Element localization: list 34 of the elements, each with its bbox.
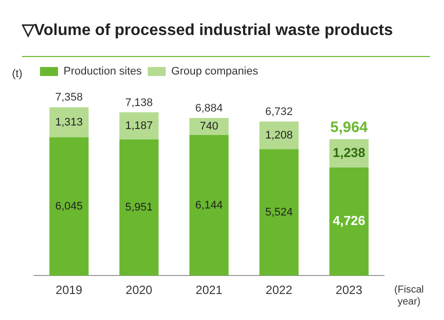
bar	[119, 112, 159, 140]
data-label: 1,313	[55, 116, 83, 128]
bar	[329, 167, 369, 276]
data-label: 1,238	[332, 144, 366, 160]
x-tick-label: 2022	[266, 283, 293, 298]
x-tick-label: 2020	[126, 283, 153, 298]
total-label: 6,732	[265, 106, 293, 118]
data-label: 1,208	[265, 129, 293, 142]
data-label: 6,144	[195, 199, 223, 212]
total-label: 6,884	[195, 102, 223, 115]
x-tick-label: 2023	[336, 283, 363, 298]
x-axis-title: (Fiscal year)	[394, 284, 424, 308]
chart-title: ▽Volume of processed industrial waste products	[22, 21, 393, 40]
data-label: 740	[200, 120, 218, 133]
data-label: 6,045	[55, 200, 83, 212]
y-axis-title: (t)	[12, 68, 22, 80]
bar	[189, 118, 229, 135]
x-tick-label: 2019	[56, 283, 83, 298]
bar	[49, 107, 89, 138]
bar	[49, 137, 89, 276]
bar	[259, 149, 299, 276]
total-label: 5,964	[330, 118, 368, 136]
bar	[119, 139, 159, 276]
legend-label: Production sites	[64, 66, 142, 78]
legend-label: Group companies	[171, 66, 259, 78]
data-label: 5,951	[125, 202, 153, 214]
x-tick-label: 2021	[196, 283, 223, 298]
total-label: 7,358	[55, 92, 83, 104]
bar	[189, 134, 229, 276]
bar	[259, 122, 299, 150]
total-label: 7,138	[125, 96, 153, 109]
data-label: 5,524	[265, 206, 293, 218]
data-label: 1,187	[125, 120, 153, 132]
data-label: 4,726	[332, 213, 366, 228]
